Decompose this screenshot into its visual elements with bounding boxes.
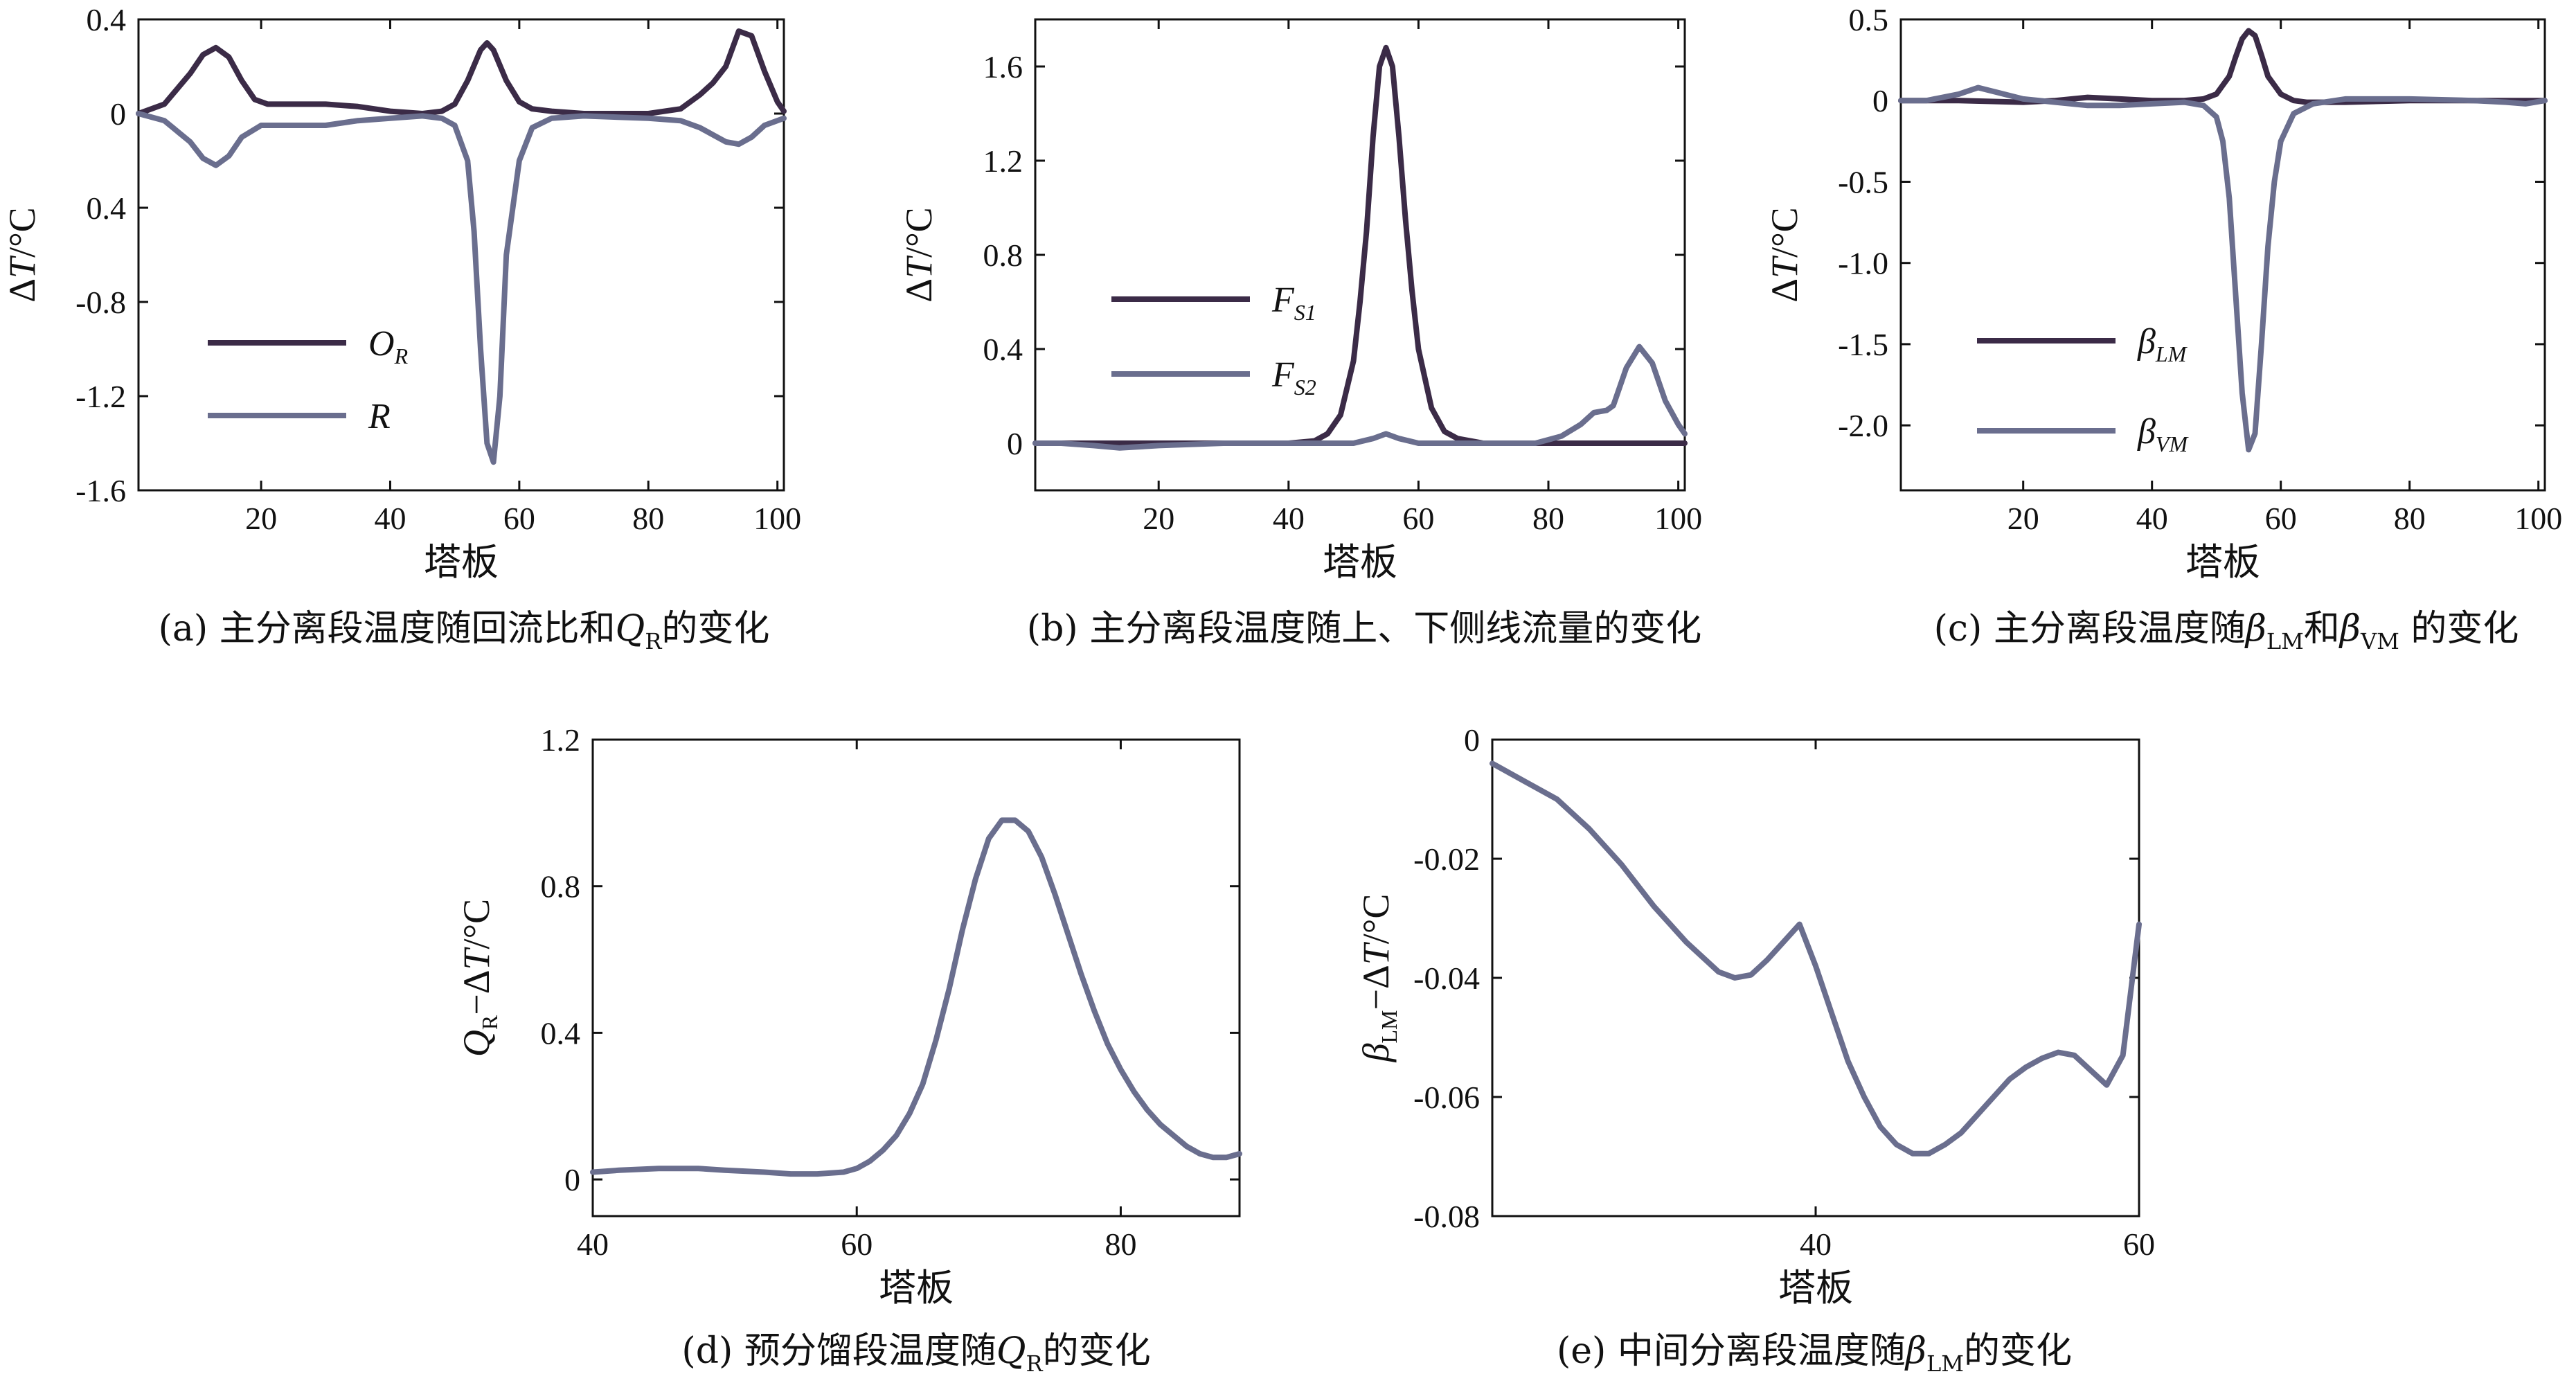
x-tick-label-c: 100 bbox=[2514, 501, 2562, 536]
plot-frame-c bbox=[1899, 18, 2546, 492]
x-tick-label-e: 40 bbox=[1800, 1226, 1832, 1262]
x-tick-label-a: 80 bbox=[632, 501, 664, 536]
plot-frame-d bbox=[591, 738, 1241, 1217]
x-tick-label-c: 60 bbox=[2265, 501, 2297, 536]
chart-b: 20 40 60 80 100 1.6 1.2 0.8 0.4 0 塔板 ΔT/°C FS1 FS2 (b)… bbox=[898, 18, 1702, 650]
caption-a: (a) 主分离段温度随回流比和QR的变化 bbox=[159, 608, 770, 654]
chart-d: 40 60 80 1.2 0.8 0.4 0 塔板 QR−ΔT/°C (d) 预分馏段温度随QR的… bbox=[456, 722, 1242, 1377]
series-line-a-1 bbox=[136, 111, 787, 465]
series-line-b-0 bbox=[1032, 44, 1688, 446]
x-axis-label-a: 塔板 bbox=[424, 542, 499, 583]
y-tick-label-a: -0.8 bbox=[75, 285, 126, 320]
caption-c: (c) 主分离段温度随βLM和βVM 的变化 bbox=[1934, 608, 2519, 654]
legend-label-c-1: βVM bbox=[2137, 412, 2189, 456]
x-axis-label-c: 塔板 bbox=[2185, 542, 2260, 583]
x-tick-label-b: 80 bbox=[1532, 501, 1564, 536]
y-tick-label-c: 0 bbox=[1872, 83, 1888, 118]
legend-label-a-0: OR bbox=[368, 324, 409, 368]
chart-c: 20 40 60 80 100 0.5 0 -0.5 -1.0 -1.5 -2.0 塔板 ΔT/°C βL… bbox=[1764, 2, 2562, 654]
x-tick-label-d: 60 bbox=[841, 1226, 873, 1262]
x-tick-label-c: 80 bbox=[2394, 501, 2426, 536]
series-line-e-0 bbox=[1490, 760, 2142, 1157]
plot-frame-a bbox=[137, 18, 785, 492]
y-axis-label-e: βLM−ΔT/°C bbox=[1355, 894, 1402, 1063]
x-axis-label-e: 塔板 bbox=[1778, 1267, 1853, 1309]
caption-d: (d) 预分馏段温度随QR的变化 bbox=[681, 1330, 1150, 1377]
x-tick-label-e: 60 bbox=[2123, 1226, 2155, 1262]
legend-label-c-0: βLM bbox=[2137, 322, 2188, 366]
y-tick-label-a: 0.4 bbox=[87, 190, 127, 226]
y-tick-label-a: 0.4 bbox=[87, 2, 127, 37]
x-tick-label-b: 100 bbox=[1654, 501, 1702, 536]
y-tick-label-c: -0.5 bbox=[1838, 164, 1888, 199]
plot-frame-e bbox=[1491, 738, 2140, 1217]
x-tick-label-a: 40 bbox=[374, 501, 406, 536]
y-tick-label-c: -1.0 bbox=[1838, 246, 1888, 281]
y-tick-label-b: 0.8 bbox=[983, 238, 1023, 273]
series-line-b-1 bbox=[1032, 343, 1688, 451]
y-tick-label-b: 1.6 bbox=[983, 49, 1023, 84]
series-line-d-0 bbox=[590, 817, 1242, 1177]
y-tick-label-d: 0.4 bbox=[541, 1015, 581, 1051]
y-tick-label-c: -2.0 bbox=[1838, 408, 1888, 443]
y-tick-label-e: 0 bbox=[1464, 722, 1480, 758]
y-axis-label-b: ΔT/°C bbox=[898, 207, 940, 302]
y-axis-label-a: ΔT/°C bbox=[1, 207, 43, 302]
x-axis-label-d: 塔板 bbox=[879, 1267, 954, 1309]
caption-e: (e) 中间分离段温度随βLM的变化 bbox=[1557, 1330, 2072, 1377]
y-axis-label-c: ΔT/°C bbox=[1764, 207, 1805, 302]
chart-a: 20 40 60 80 100 0.4 0 0.4 -0.8 -1.2 -1.6 塔板 ΔT/°C OR R… bbox=[1, 2, 801, 654]
x-tick-label-c: 20 bbox=[2007, 501, 2039, 536]
y-tick-label-b: 0 bbox=[1007, 426, 1023, 461]
y-tick-label-a: 0 bbox=[110, 96, 126, 132]
x-tick-label-b: 60 bbox=[1402, 501, 1434, 536]
legend-label-b-1: FS2 bbox=[1271, 355, 1316, 400]
y-tick-label-d: 0.8 bbox=[541, 869, 581, 904]
y-tick-label-e: -0.08 bbox=[1413, 1199, 1480, 1234]
legend-label-b-0: FS1 bbox=[1271, 280, 1316, 325]
series-line-a-0 bbox=[136, 28, 787, 116]
x-tick-label-b: 20 bbox=[1143, 501, 1174, 536]
y-tick-label-b: 0.4 bbox=[983, 332, 1023, 367]
y-tick-label-a: -1.6 bbox=[75, 473, 126, 508]
x-axis-label-b: 塔板 bbox=[1323, 542, 1397, 583]
x-tick-label-a: 100 bbox=[753, 501, 801, 536]
x-tick-label-d: 40 bbox=[577, 1226, 609, 1262]
y-tick-label-d: 1.2 bbox=[541, 722, 581, 758]
x-tick-label-a: 20 bbox=[245, 501, 277, 536]
y-tick-label-e: -0.04 bbox=[1413, 961, 1480, 996]
x-tick-label-c: 40 bbox=[2136, 501, 2168, 536]
y-tick-label-a: -1.2 bbox=[75, 379, 126, 414]
y-tick-label-c: 0.5 bbox=[1849, 2, 1889, 37]
legend-label-a-1: R bbox=[368, 397, 391, 436]
chart-e: 40 60 0 -0.02 -0.04 -0.06 -0.08 塔板 βLM−ΔT/°C (e) … bbox=[1355, 722, 2155, 1377]
series-line-c-1 bbox=[1898, 84, 2548, 453]
y-axis-label-d: QR−ΔT/°C bbox=[456, 899, 502, 1057]
y-tick-label-c: -1.5 bbox=[1838, 327, 1888, 362]
caption-b: (b) 主分离段温度随上、下侧线流量的变化 bbox=[1027, 608, 1701, 650]
y-tick-label-e: -0.06 bbox=[1413, 1080, 1480, 1115]
y-tick-label-b: 1.2 bbox=[983, 143, 1023, 179]
y-tick-label-d: 0 bbox=[564, 1162, 580, 1197]
x-tick-label-b: 40 bbox=[1273, 501, 1305, 536]
x-tick-label-a: 60 bbox=[503, 501, 535, 536]
series-line-c-0 bbox=[1898, 28, 2548, 105]
y-tick-label-e: -0.02 bbox=[1413, 841, 1480, 877]
x-tick-label-d: 80 bbox=[1104, 1226, 1136, 1262]
